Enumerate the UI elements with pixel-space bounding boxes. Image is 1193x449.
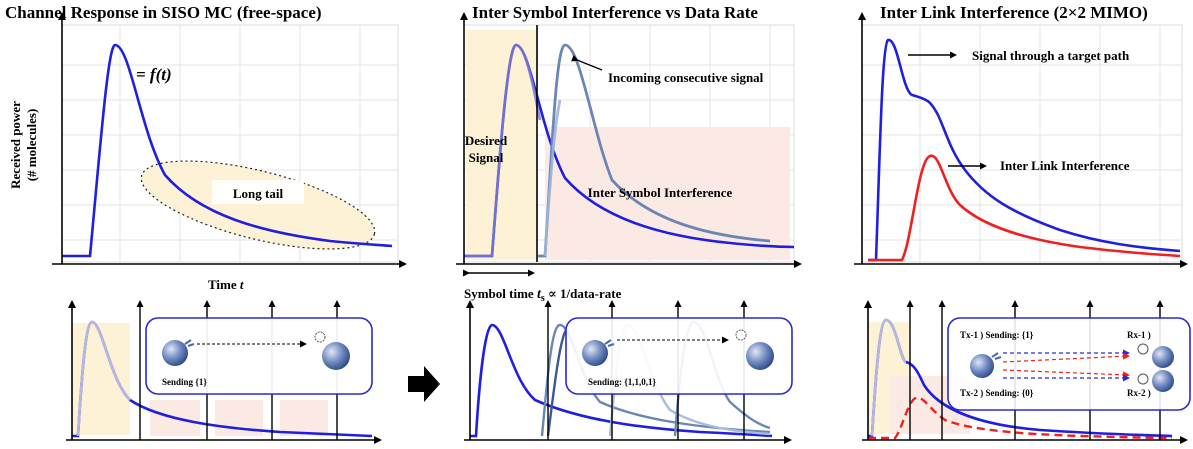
channel-response-curve	[62, 43, 393, 258]
inset-box	[565, 317, 793, 395]
sending-label: Sending {1}	[162, 377, 207, 387]
channel-response-chart: = f(t) Long tail Received power (# molec…	[8, 12, 407, 292]
y-axis-label: Received power	[8, 101, 23, 189]
rx1-label: Rx-1 )	[1127, 330, 1151, 340]
incoming-signal-curve	[538, 43, 771, 258]
isi-label: Inter Symbol Interference	[588, 185, 733, 200]
rx2-label: Rx-2 )	[1127, 388, 1151, 398]
mimo-chart: Signal through a target path Inter Link …	[854, 12, 1188, 268]
incoming-label: Incoming consecutive signal	[608, 70, 764, 85]
inter-link-curve	[868, 154, 1181, 262]
desired-label-line1: Desired	[465, 133, 508, 148]
bottom-left-diagram: Sending {1}	[66, 300, 382, 444]
bottom-middle-diagram: Sending: {1,1,0,1}	[464, 300, 793, 444]
receiver-2-molecule-icon	[1152, 370, 1174, 392]
first-symbol-curve	[470, 323, 773, 438]
receiver-molecule-icon	[322, 342, 350, 370]
title-channel-response: Channel Response in SISO MC (free-space)	[5, 3, 322, 22]
long-tail-ellipse	[140, 160, 376, 250]
second-symbol-curve	[546, 329, 568, 437]
inter-link-label: Inter Link Interference	[1000, 158, 1130, 173]
receiver-molecule-icon	[746, 342, 774, 370]
symbol-time-label: Symbol time ts ∝ 1/data-rate	[464, 286, 622, 304]
title-isi-vs-data-rate: Inter Symbol Interference vs Data Rate	[472, 3, 758, 22]
inter-link-curve	[868, 396, 1173, 440]
target-path-curve	[868, 38, 1181, 262]
process-arrow-icon	[408, 366, 440, 402]
sending-label: Sending: {1,1,0,1}	[588, 377, 657, 387]
transmitter-molecule-icon	[582, 340, 608, 366]
desired-label-line2: Signal	[469, 150, 504, 165]
target-path-label: Signal through a target path	[972, 48, 1130, 63]
transmitter-molecule-icon	[162, 340, 188, 366]
long-tail-label: Long tail	[233, 186, 284, 201]
formula-label: = f(t)	[136, 65, 172, 84]
title-inter-link-interference: Inter Link Interference (2×2 MIMO)	[880, 3, 1148, 22]
isi-chart: Incoming consecutive signal Desired Sign…	[456, 12, 802, 304]
receiver-1-molecule-icon	[1152, 346, 1174, 368]
transmitter-molecule-icon	[970, 354, 994, 378]
long-tail-label-bg	[212, 180, 304, 204]
incoming-arrow	[571, 54, 603, 71]
tx1-label: Tx-1 ) Sending: {1}	[960, 330, 1034, 340]
x-axis-label: Time t	[208, 277, 244, 292]
inset-box	[947, 317, 1191, 411]
tx2-label: Tx-2 ) Sending: {0}	[960, 388, 1034, 398]
y-axis-label-units: (# molecules)	[24, 109, 39, 182]
bottom-right-diagram: Tx-1 ) Sending: {1} Tx-2 ) Sending: {0} …	[862, 300, 1191, 444]
